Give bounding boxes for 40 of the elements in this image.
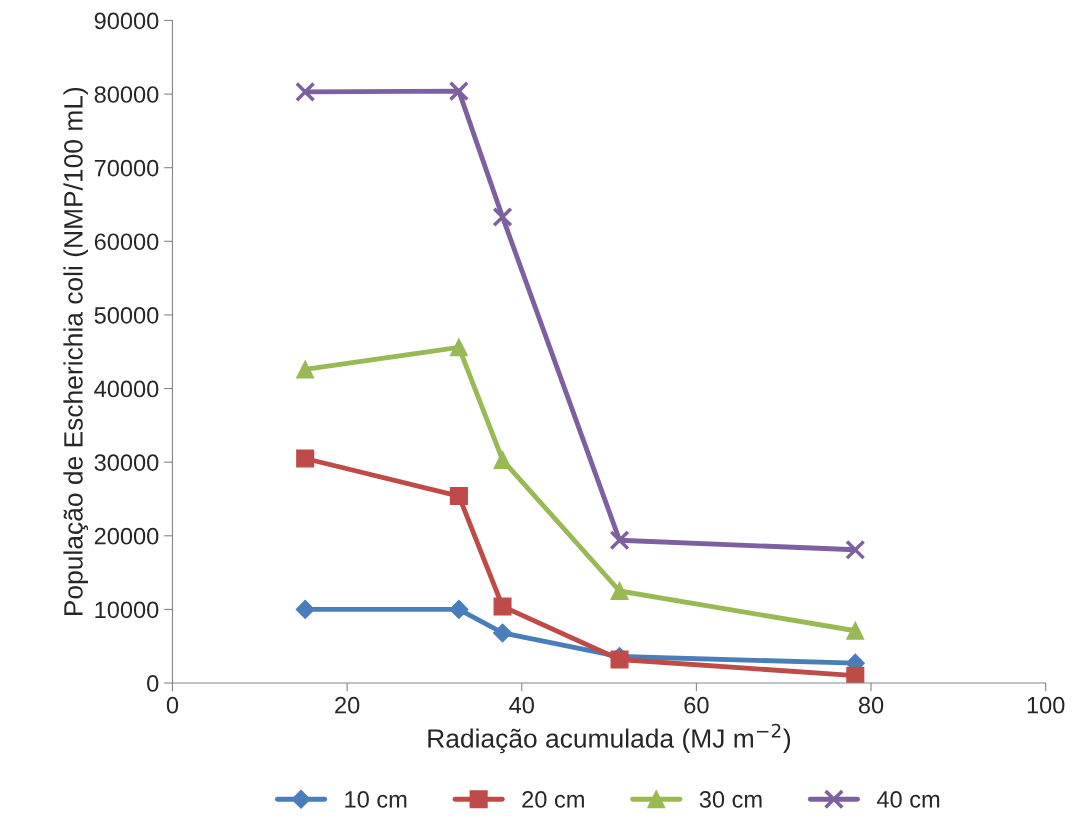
point: [448, 81, 469, 102]
x-tick-label: 60: [684, 696, 709, 714]
y-tick-label: 10000: [95, 601, 159, 619]
x-tick-label: 20: [335, 696, 360, 714]
point: [295, 599, 315, 619]
point: [845, 539, 866, 560]
y-tick-label: 30000: [94, 454, 159, 471]
legend-label: 30 cm: [699, 791, 762, 808]
point: [449, 599, 469, 619]
y-axis-title: População de Escherichia coli (NMP/100 mL): [63, 87, 89, 616]
point: [295, 81, 316, 102]
x-tick-label: 80: [858, 696, 884, 714]
x-tick-label: 40: [509, 696, 534, 714]
point: [449, 338, 468, 357]
legend-label: 20 cm: [522, 791, 584, 808]
y-tick-label: 0: [147, 675, 159, 692]
point: [493, 450, 512, 469]
legend-label: 10 cm: [345, 791, 407, 808]
x-axis-title: Radiação acumulada (MJ m$^{−2}$): [428, 723, 791, 754]
point: [846, 621, 865, 640]
point: [609, 530, 630, 551]
y-tick-label: 70000: [94, 159, 159, 177]
y-tick-label: 50000: [94, 307, 159, 324]
x-tick-label: 0: [166, 696, 179, 714]
x-tick-label: 100: [1027, 696, 1065, 714]
point: [296, 449, 315, 468]
point: [846, 666, 865, 684]
y-tick-label: 90000: [94, 12, 159, 30]
y-tick-label: 40000: [94, 380, 159, 398]
y-tick-label: 60000: [94, 233, 159, 251]
point: [492, 206, 513, 228]
point: [493, 623, 513, 643]
point: [449, 487, 468, 506]
y-tick-label: 80000: [94, 86, 159, 103]
point: [296, 360, 315, 379]
legend-label: 40 cm: [876, 791, 940, 808]
point: [493, 597, 512, 616]
y-tick-label: 20000: [94, 527, 159, 545]
point: [610, 650, 629, 669]
point: [610, 581, 629, 601]
